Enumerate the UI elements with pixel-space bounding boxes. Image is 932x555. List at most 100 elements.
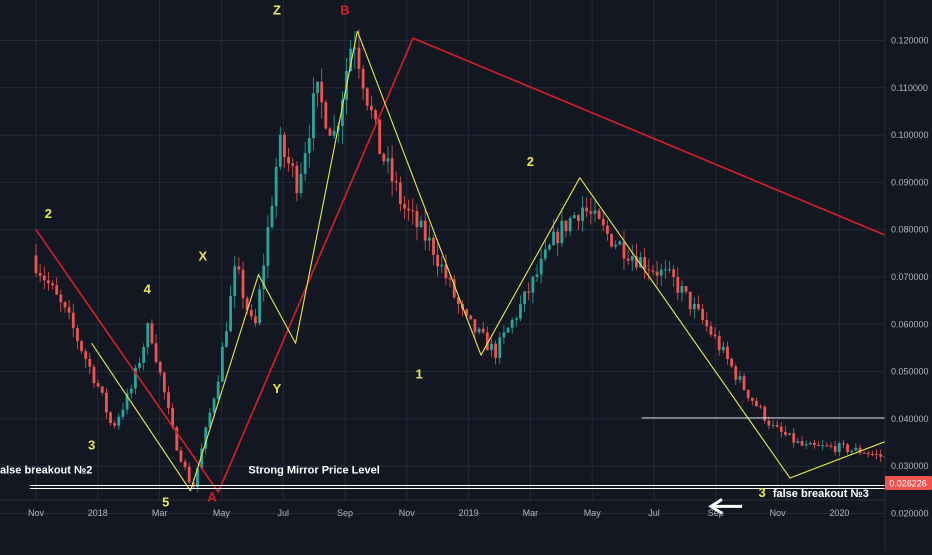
wave-label: Y: [273, 381, 282, 396]
candle-body: [349, 48, 353, 72]
annotation-label: false breakout №3: [773, 488, 869, 500]
candle-body: [701, 308, 705, 321]
candle-body: [626, 258, 630, 261]
candle-body: [858, 447, 862, 453]
time-tick-label: Nov: [770, 508, 787, 518]
time-tick-label: Sep: [708, 508, 724, 518]
candle-body: [721, 346, 725, 351]
candle-body: [411, 210, 415, 212]
candle-body: [398, 182, 402, 205]
candle-body: [614, 244, 618, 247]
candle-body: [63, 302, 67, 308]
price-axis-panel[interactable]: [885, 0, 932, 550]
candle-body: [630, 256, 634, 261]
candle-body: [514, 318, 518, 320]
time-tick-label: Nov: [28, 508, 45, 518]
candle-body: [601, 218, 605, 226]
candlestick-series: [34, 29, 932, 492]
price-tick-label: 0.110000: [891, 83, 928, 93]
candle-body: [295, 165, 299, 194]
candle-body: [717, 336, 721, 351]
annotation-label: Strong Mirror Price Level: [248, 464, 379, 476]
candle-body: [245, 298, 249, 310]
candle-body: [154, 343, 158, 362]
candle-body: [84, 351, 88, 360]
candle-body: [96, 383, 100, 387]
candle-body: [659, 269, 663, 276]
price-tick-label: 0.090000: [891, 177, 929, 187]
candle-body: [312, 93, 315, 139]
candle-body: [730, 358, 734, 367]
candle-body: [821, 445, 825, 447]
candle-body: [817, 445, 820, 447]
candle-body: [436, 254, 440, 267]
candle-body: [324, 102, 328, 129]
candle-body: [871, 453, 874, 455]
candle-body: [651, 270, 655, 272]
price-tick-label: 0.070000: [891, 272, 929, 282]
candle-body: [225, 331, 228, 347]
candle-body: [299, 173, 303, 194]
annotation-label: alse breakout №2: [0, 464, 92, 476]
candle-body: [697, 303, 700, 309]
candle-body: [572, 215, 576, 219]
candle-body: [179, 450, 183, 462]
time-axis-ticks[interactable]: Nov 2018 Mar May Jul Sep Nov 2019 Mar May Jul Sep No…: [28, 508, 849, 518]
candle-body: [556, 231, 560, 244]
candle-body: [734, 366, 738, 380]
candle-body: [38, 273, 42, 276]
candle-body: [837, 443, 841, 452]
candle-body: [589, 211, 593, 214]
candle-body: [577, 215, 580, 221]
candle-body: [465, 309, 469, 316]
time-tick-label: Mar: [523, 508, 539, 518]
candle-body: [746, 389, 750, 398]
candle-body: [539, 258, 543, 275]
wave-label: 3: [759, 485, 766, 500]
candle-body: [485, 332, 489, 351]
candle-body: [440, 264, 444, 267]
candle-body: [262, 265, 266, 290]
wave-label: 3: [88, 438, 95, 453]
candle-body: [829, 445, 833, 447]
candle-body: [34, 255, 38, 274]
candle-body: [850, 450, 854, 453]
candle-body: [283, 134, 286, 157]
reverse-arrow-head: [708, 498, 723, 515]
candle-body: [42, 275, 46, 281]
candle-body: [419, 220, 423, 228]
candle-body: [610, 234, 613, 247]
price-tick-label: 0.050000: [891, 367, 929, 377]
candle-body: [386, 158, 390, 162]
candle-body: [854, 447, 858, 451]
candle-body: [353, 47, 357, 49]
wave-label: Z: [273, 2, 281, 17]
candle-body: [713, 334, 717, 337]
candle-body: [750, 397, 754, 401]
candle-body: [535, 274, 539, 277]
candle-body: [506, 327, 510, 333]
candle-body: [643, 257, 647, 270]
candle-body: [142, 347, 146, 363]
grid-lines: [0, 0, 885, 514]
candle-body: [705, 320, 709, 327]
candle-body: [581, 207, 584, 221]
candle-body: [564, 220, 568, 232]
candle-body: [71, 312, 75, 329]
candle-body: [639, 257, 642, 268]
candle-body: [204, 427, 208, 449]
candle-body: [448, 278, 452, 280]
candle-body: [792, 433, 796, 443]
price-tick-label: 0.030000: [891, 461, 929, 471]
wave-label: 2: [527, 154, 534, 169]
candle-body: [241, 269, 245, 299]
candle-body: [498, 337, 502, 358]
candle-body: [67, 307, 71, 313]
time-tick-label: Sep: [337, 508, 353, 518]
time-tick-label: May: [213, 508, 231, 518]
candle-body: [622, 241, 626, 259]
candle-body: [117, 416, 121, 426]
candle-body: [88, 359, 92, 367]
candle-body: [133, 367, 137, 389]
